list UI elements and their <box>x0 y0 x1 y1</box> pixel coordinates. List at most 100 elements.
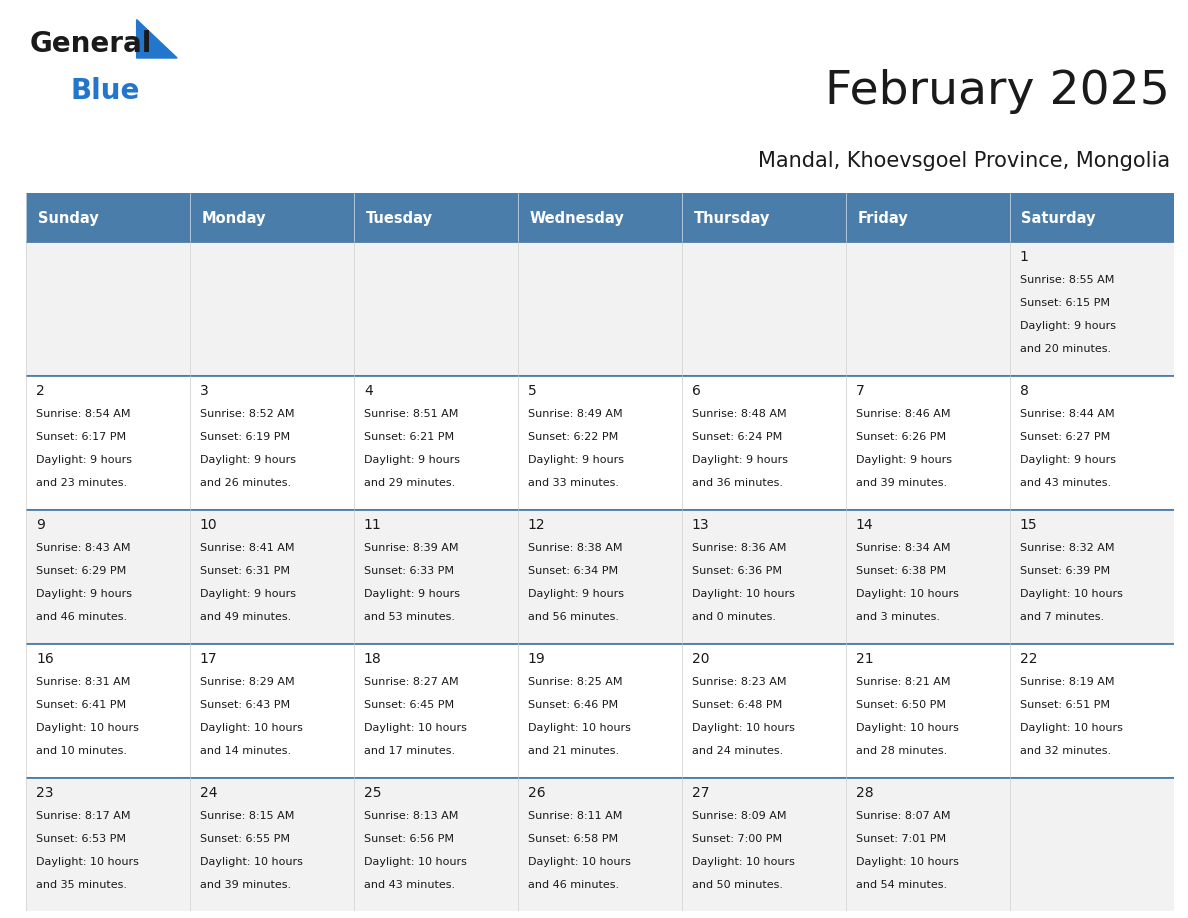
Text: Friday: Friday <box>858 210 908 226</box>
Text: Sunrise: 8:15 AM: Sunrise: 8:15 AM <box>200 812 295 822</box>
Text: and 39 minutes.: and 39 minutes. <box>200 879 291 890</box>
Text: Tuesday: Tuesday <box>366 210 432 226</box>
FancyBboxPatch shape <box>1010 375 1174 509</box>
Text: 2: 2 <box>36 384 45 397</box>
Text: and 50 minutes.: and 50 minutes. <box>691 879 783 890</box>
Text: 14: 14 <box>855 518 873 532</box>
Text: Sunrise: 8:09 AM: Sunrise: 8:09 AM <box>691 812 786 822</box>
Text: Sunrise: 8:46 AM: Sunrise: 8:46 AM <box>855 409 950 420</box>
Text: Sunrise: 8:52 AM: Sunrise: 8:52 AM <box>200 409 295 420</box>
Text: Sunset: 6:55 PM: Sunset: 6:55 PM <box>200 834 290 845</box>
Polygon shape <box>137 19 177 58</box>
FancyBboxPatch shape <box>518 241 682 375</box>
Text: and 43 minutes.: and 43 minutes. <box>1019 477 1111 487</box>
Text: 23: 23 <box>36 786 53 800</box>
Text: and 10 minutes.: and 10 minutes. <box>36 745 127 756</box>
FancyBboxPatch shape <box>190 193 354 241</box>
FancyBboxPatch shape <box>1010 241 1174 375</box>
Text: Monday: Monday <box>202 210 266 226</box>
Text: 12: 12 <box>527 518 545 532</box>
FancyBboxPatch shape <box>354 193 518 241</box>
Text: Sunrise: 8:11 AM: Sunrise: 8:11 AM <box>527 812 623 822</box>
Text: Sunset: 6:17 PM: Sunset: 6:17 PM <box>36 432 126 442</box>
FancyBboxPatch shape <box>1010 643 1174 777</box>
Text: Daylight: 9 hours: Daylight: 9 hours <box>36 589 132 599</box>
Text: Sunset: 6:45 PM: Sunset: 6:45 PM <box>364 700 454 711</box>
Text: and 56 minutes.: and 56 minutes. <box>527 611 619 621</box>
Text: Sunrise: 8:19 AM: Sunrise: 8:19 AM <box>1019 677 1114 688</box>
Text: 21: 21 <box>855 652 873 666</box>
FancyBboxPatch shape <box>518 643 682 777</box>
FancyBboxPatch shape <box>26 193 190 241</box>
FancyBboxPatch shape <box>682 509 846 643</box>
Text: and 0 minutes.: and 0 minutes. <box>691 611 776 621</box>
FancyBboxPatch shape <box>190 241 354 375</box>
Text: Sunday: Sunday <box>38 210 99 226</box>
Text: 15: 15 <box>1019 518 1037 532</box>
FancyBboxPatch shape <box>1010 509 1174 643</box>
Text: Sunset: 6:39 PM: Sunset: 6:39 PM <box>1019 566 1110 577</box>
FancyBboxPatch shape <box>354 241 518 375</box>
Text: Daylight: 10 hours: Daylight: 10 hours <box>200 723 303 733</box>
Text: Sunset: 6:27 PM: Sunset: 6:27 PM <box>1019 432 1110 442</box>
FancyBboxPatch shape <box>518 509 682 643</box>
Text: Sunrise: 8:44 AM: Sunrise: 8:44 AM <box>1019 409 1114 420</box>
Text: Daylight: 10 hours: Daylight: 10 hours <box>36 857 139 867</box>
FancyBboxPatch shape <box>190 777 354 911</box>
Text: 19: 19 <box>527 652 545 666</box>
Text: and 17 minutes.: and 17 minutes. <box>364 745 455 756</box>
Text: Sunset: 6:24 PM: Sunset: 6:24 PM <box>691 432 782 442</box>
Text: Daylight: 10 hours: Daylight: 10 hours <box>855 589 959 599</box>
Text: Daylight: 10 hours: Daylight: 10 hours <box>364 723 467 733</box>
Text: Daylight: 10 hours: Daylight: 10 hours <box>1019 589 1123 599</box>
Text: Sunrise: 8:13 AM: Sunrise: 8:13 AM <box>364 812 459 822</box>
Text: and 24 minutes.: and 24 minutes. <box>691 745 783 756</box>
Text: 26: 26 <box>527 786 545 800</box>
Text: Daylight: 10 hours: Daylight: 10 hours <box>527 723 631 733</box>
Text: Sunrise: 8:51 AM: Sunrise: 8:51 AM <box>364 409 459 420</box>
Text: Sunset: 6:58 PM: Sunset: 6:58 PM <box>527 834 618 845</box>
Text: Daylight: 10 hours: Daylight: 10 hours <box>527 857 631 867</box>
Text: Sunset: 6:50 PM: Sunset: 6:50 PM <box>855 700 946 711</box>
Text: 7: 7 <box>855 384 865 397</box>
Text: Sunset: 6:21 PM: Sunset: 6:21 PM <box>364 432 454 442</box>
Text: 17: 17 <box>200 652 217 666</box>
Text: Saturday: Saturday <box>1022 210 1095 226</box>
FancyBboxPatch shape <box>846 777 1010 911</box>
Text: General: General <box>30 30 152 58</box>
Text: and 28 minutes.: and 28 minutes. <box>855 745 947 756</box>
Text: and 3 minutes.: and 3 minutes. <box>855 611 940 621</box>
Text: and 46 minutes.: and 46 minutes. <box>36 611 127 621</box>
Text: Daylight: 10 hours: Daylight: 10 hours <box>200 857 303 867</box>
Text: Sunset: 6:33 PM: Sunset: 6:33 PM <box>364 566 454 577</box>
Text: and 39 minutes.: and 39 minutes. <box>855 477 947 487</box>
Text: Daylight: 9 hours: Daylight: 9 hours <box>1019 321 1116 330</box>
Text: Daylight: 9 hours: Daylight: 9 hours <box>527 455 624 465</box>
FancyBboxPatch shape <box>1010 777 1174 911</box>
Text: 20: 20 <box>691 652 709 666</box>
Text: Sunset: 6:26 PM: Sunset: 6:26 PM <box>855 432 946 442</box>
Text: February 2025: February 2025 <box>826 69 1170 115</box>
FancyBboxPatch shape <box>190 643 354 777</box>
FancyBboxPatch shape <box>26 509 190 643</box>
Text: Sunrise: 8:41 AM: Sunrise: 8:41 AM <box>200 543 295 554</box>
Text: 9: 9 <box>36 518 45 532</box>
FancyBboxPatch shape <box>354 643 518 777</box>
Text: and 23 minutes.: and 23 minutes. <box>36 477 127 487</box>
FancyBboxPatch shape <box>846 509 1010 643</box>
Text: and 43 minutes.: and 43 minutes. <box>364 879 455 890</box>
Text: Daylight: 10 hours: Daylight: 10 hours <box>691 857 795 867</box>
Text: and 7 minutes.: and 7 minutes. <box>1019 611 1104 621</box>
Text: Daylight: 10 hours: Daylight: 10 hours <box>364 857 467 867</box>
Text: Daylight: 9 hours: Daylight: 9 hours <box>527 589 624 599</box>
Text: Sunrise: 8:31 AM: Sunrise: 8:31 AM <box>36 677 131 688</box>
Text: Mandal, Khoevsgoel Province, Mongolia: Mandal, Khoevsgoel Province, Mongolia <box>758 151 1170 171</box>
FancyBboxPatch shape <box>518 777 682 911</box>
Text: Sunset: 7:00 PM: Sunset: 7:00 PM <box>691 834 782 845</box>
Text: Sunset: 6:38 PM: Sunset: 6:38 PM <box>855 566 946 577</box>
Text: and 33 minutes.: and 33 minutes. <box>527 477 619 487</box>
Text: and 54 minutes.: and 54 minutes. <box>855 879 947 890</box>
Text: Sunrise: 8:23 AM: Sunrise: 8:23 AM <box>691 677 786 688</box>
FancyBboxPatch shape <box>26 375 190 509</box>
Text: 27: 27 <box>691 786 709 800</box>
